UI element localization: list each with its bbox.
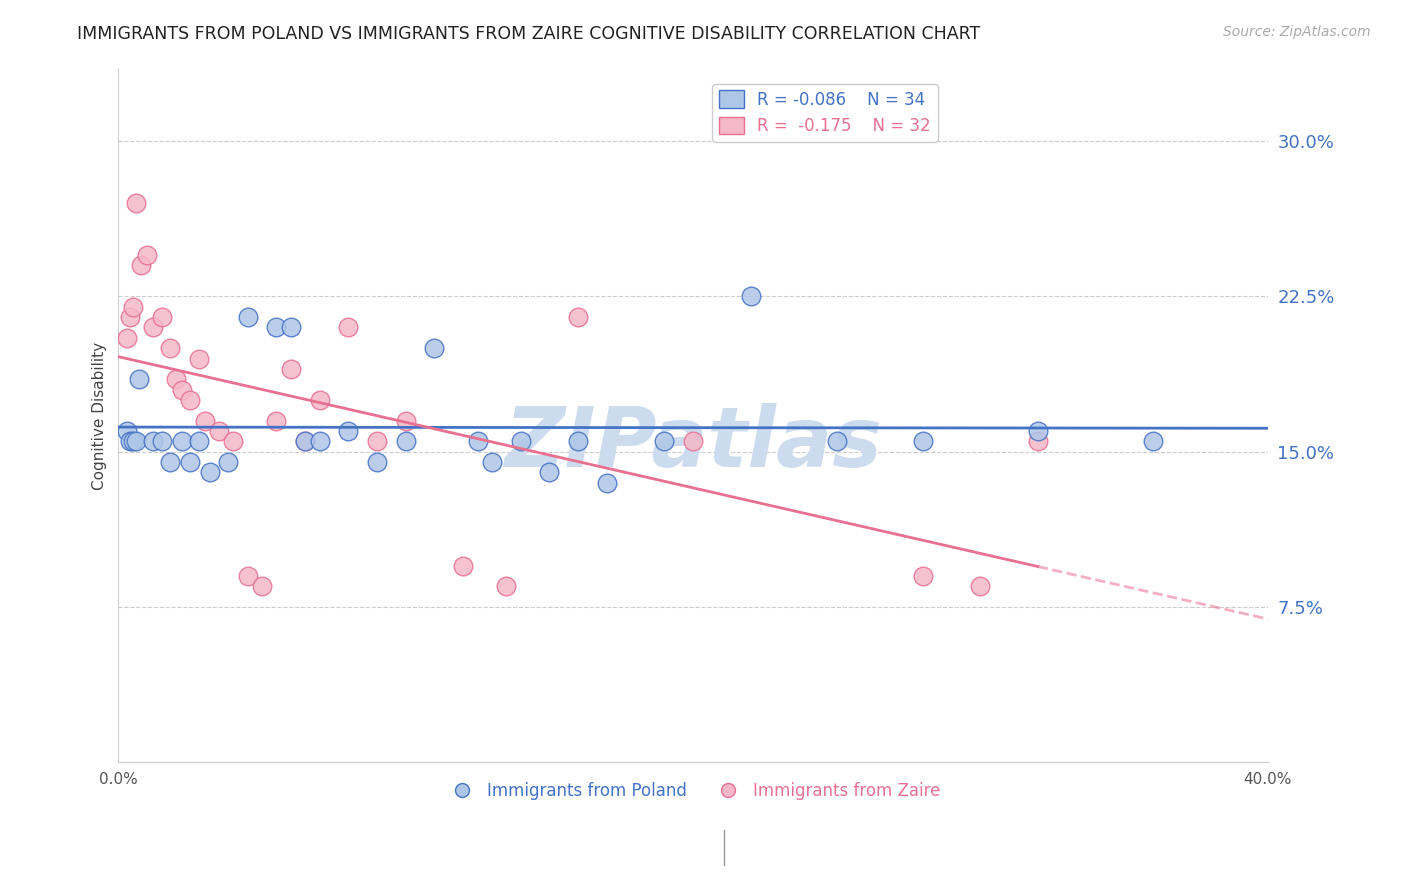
Legend: Immigrants from Poland, Immigrants from Zaire: Immigrants from Poland, Immigrants from … [439,775,948,806]
Point [366,434,388,449]
Point [236,569,259,583]
Point [567,310,589,324]
Point [495,579,517,593]
Point [682,434,704,449]
Point [150,310,173,324]
Point [1026,434,1049,449]
Point [187,351,209,366]
Point [280,362,302,376]
Point [159,455,181,469]
Point [159,341,181,355]
Point [187,434,209,449]
Point [395,414,418,428]
Point [467,434,489,449]
Point [121,300,143,314]
Point [451,558,474,573]
Point [509,434,531,449]
Point [366,455,388,469]
Point [131,258,153,272]
Point [308,434,330,449]
Point [308,392,330,407]
Point [481,455,503,469]
Point [236,310,259,324]
Point [337,320,360,334]
Point [170,383,193,397]
Point [596,475,619,490]
Point [250,579,273,593]
Point [118,310,141,324]
Point [911,434,934,449]
Text: IMMIGRANTS FROM POLAND VS IMMIGRANTS FROM ZAIRE COGNITIVE DISABILITY CORRELATION: IMMIGRANTS FROM POLAND VS IMMIGRANTS FRO… [77,25,980,43]
Point [423,341,446,355]
Text: ZIPatlas: ZIPatlas [505,403,882,483]
Point [825,434,848,449]
Point [266,414,288,428]
Point [1026,424,1049,438]
Point [294,434,316,449]
Point [118,434,141,449]
Point [142,434,165,449]
Point [652,434,675,449]
Point [208,424,231,438]
Point [179,392,201,407]
Point [121,434,143,449]
Point [150,434,173,449]
Point [170,434,193,449]
Point [128,372,150,386]
Point [740,289,762,303]
Point [142,320,165,334]
Point [911,569,934,583]
Point [217,455,239,469]
Point [179,455,201,469]
Point [395,434,418,449]
Point [969,579,991,593]
Point [280,320,302,334]
Point [115,331,138,345]
Point [337,424,360,438]
Y-axis label: Cognitive Disability: Cognitive Disability [93,342,107,490]
Point [125,196,148,211]
Point [266,320,288,334]
Point [194,414,217,428]
Point [222,434,245,449]
Text: Source: ZipAtlas.com: Source: ZipAtlas.com [1223,25,1371,39]
Point [567,434,589,449]
Point [136,248,159,262]
Point [538,466,561,480]
Point [1142,434,1164,449]
Point [115,424,138,438]
Point [294,434,316,449]
Point [200,466,222,480]
Point [125,434,148,449]
Point [165,372,187,386]
